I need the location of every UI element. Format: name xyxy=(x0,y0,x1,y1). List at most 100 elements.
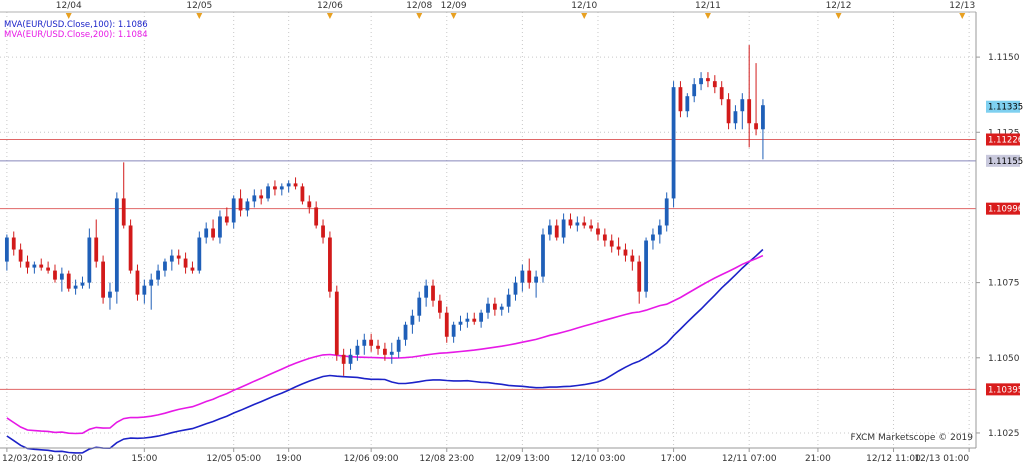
candle xyxy=(169,249,174,271)
candle xyxy=(417,291,422,322)
bottom-axis-label: 12/05 05:00 xyxy=(206,454,261,464)
candle xyxy=(712,75,717,94)
price-badge-box xyxy=(986,202,1020,215)
candle-body xyxy=(761,105,765,130)
candle xyxy=(307,195,312,214)
candle xyxy=(279,183,284,196)
candle xyxy=(520,264,525,292)
candle-body xyxy=(135,270,140,295)
candle xyxy=(18,243,23,268)
candle-body xyxy=(630,255,635,262)
ma100-line xyxy=(6,248,764,454)
candle xyxy=(492,297,497,316)
candle-body xyxy=(733,111,738,124)
candle-body xyxy=(596,228,600,235)
candle xyxy=(128,219,133,274)
candle xyxy=(328,231,332,298)
candle-body xyxy=(362,339,367,346)
candle xyxy=(561,213,566,244)
candle xyxy=(424,279,429,307)
candles xyxy=(4,45,765,376)
candle xyxy=(644,237,648,298)
candle xyxy=(156,264,160,286)
candle-body xyxy=(176,255,181,259)
candle-body xyxy=(149,279,154,286)
top-axis-label: 12/12 xyxy=(826,1,852,11)
candle xyxy=(754,63,758,136)
candle xyxy=(444,306,449,343)
candle xyxy=(259,189,264,205)
candle xyxy=(685,93,690,118)
price-badge-box xyxy=(986,383,1020,396)
candle-body xyxy=(651,234,655,241)
candle-body xyxy=(534,276,539,283)
candle-body xyxy=(259,195,264,199)
candle xyxy=(334,285,339,361)
candle-body xyxy=(623,249,628,256)
price-tick-label: 1.1075 xyxy=(988,279,1020,289)
candle-body xyxy=(87,237,92,283)
candle-body xyxy=(231,198,236,223)
price-badges: 1.11335 1.11226 1.11155 1.10996 1.10395 xyxy=(986,100,1023,396)
candle-body xyxy=(706,78,710,82)
candle-body xyxy=(547,225,552,235)
candle-body xyxy=(431,285,435,301)
price-tick-label: 1.1050 xyxy=(988,354,1020,364)
bottom-axis-label: 12/12 11:00 xyxy=(866,454,921,464)
candle-body xyxy=(664,198,669,226)
candle-body xyxy=(286,183,291,187)
candle-body xyxy=(39,264,44,268)
candle xyxy=(575,216,580,232)
candle xyxy=(740,93,745,130)
candle xyxy=(568,213,573,229)
candle-body xyxy=(355,345,360,355)
candle-body xyxy=(506,294,511,307)
candle xyxy=(266,183,270,202)
candle-body xyxy=(80,282,85,286)
candle xyxy=(286,180,291,193)
price-tick-label: 1.1150 xyxy=(988,53,1020,63)
candle xyxy=(534,270,539,298)
candle-body xyxy=(224,216,229,223)
bottom-axis-label: 12/03/2019 10:00 xyxy=(2,454,83,464)
horizontal-levels xyxy=(0,138,976,390)
bottom-axis-label: 21:00 xyxy=(805,454,831,464)
bottom-axis-label: 12/09 13:00 xyxy=(495,454,550,464)
price-badge-box xyxy=(986,133,1020,146)
candle-body xyxy=(25,261,30,268)
candle xyxy=(211,219,215,241)
candle xyxy=(499,303,504,316)
candle xyxy=(383,342,387,361)
candle-body xyxy=(169,255,174,262)
candle-body xyxy=(66,273,71,289)
candle-body xyxy=(747,99,752,124)
candle xyxy=(623,243,628,262)
candle xyxy=(733,105,738,130)
candle-body xyxy=(156,270,160,280)
candle xyxy=(314,201,319,229)
candle xyxy=(651,228,655,250)
session-marker-icon xyxy=(416,13,423,19)
candle-body xyxy=(616,246,621,250)
price-badge-label: 1.11155 xyxy=(988,157,1023,167)
candle-body xyxy=(589,225,593,229)
candle xyxy=(149,273,154,310)
candle-body xyxy=(554,225,559,238)
candle xyxy=(671,81,676,208)
bottom-axis-label: 12/13 01:00 xyxy=(914,454,969,464)
candle xyxy=(362,333,367,355)
bottom-axis-label: 17:00 xyxy=(661,454,687,464)
candle-body xyxy=(307,201,312,208)
candle-body xyxy=(644,240,648,292)
candle-body xyxy=(520,270,525,283)
session-marker-icon xyxy=(450,13,457,19)
candle xyxy=(4,234,9,271)
candle xyxy=(506,288,511,313)
level-badge: 1.10996 xyxy=(986,202,1023,215)
candle-body xyxy=(183,258,188,268)
candle-body xyxy=(396,339,401,352)
candle-body xyxy=(163,261,167,271)
session-marker-icon xyxy=(326,13,333,19)
